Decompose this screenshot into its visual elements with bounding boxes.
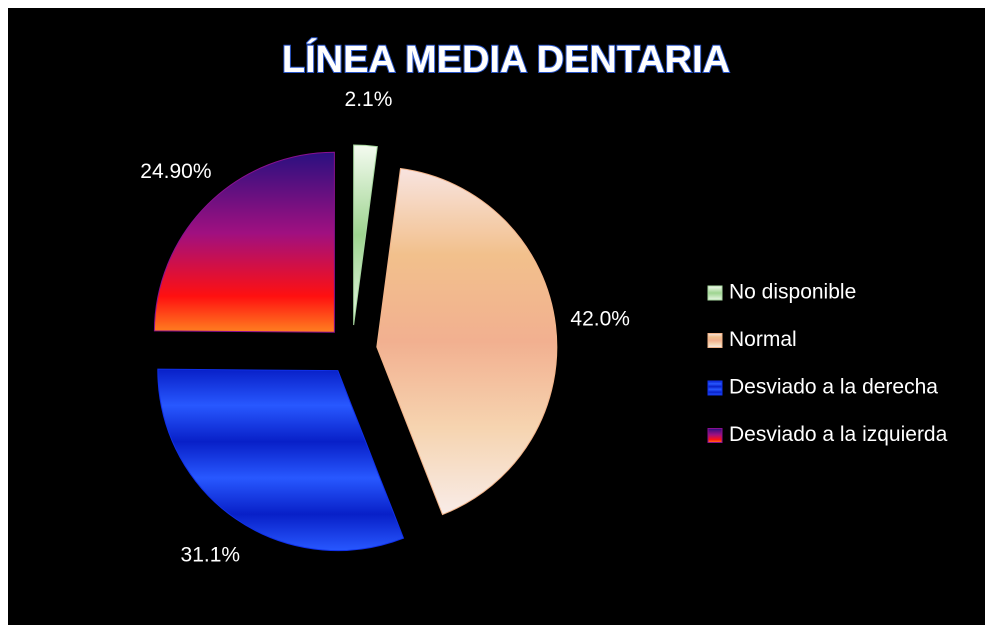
legend-label: Desviado a la izquierda xyxy=(729,423,948,446)
legend-swatch xyxy=(707,285,723,301)
pie-slice xyxy=(376,167,558,516)
data-label: 2.1% xyxy=(345,88,393,111)
legend-label: Normal xyxy=(729,328,797,351)
legend-label: Desviado a la derecha xyxy=(729,376,938,399)
legend-swatch xyxy=(707,428,723,443)
legend: No disponible Normal Desviado a la derecha… xyxy=(707,281,948,446)
legend-swatch xyxy=(707,333,723,348)
pie-slice xyxy=(153,151,335,333)
data-label: 31.1% xyxy=(181,544,241,567)
legend-label: No disponible xyxy=(729,281,856,304)
pie-slice xyxy=(157,368,405,552)
legend-swatch xyxy=(707,380,723,396)
chart-title: LÍNEA MEDIA DENTARIA xyxy=(282,37,730,81)
pie-slice xyxy=(353,144,378,326)
pie: 2.1% 42.0% 31.1% 24.90% xyxy=(140,88,630,566)
data-label: 24.90% xyxy=(140,160,211,183)
data-label: 42.0% xyxy=(570,307,630,330)
